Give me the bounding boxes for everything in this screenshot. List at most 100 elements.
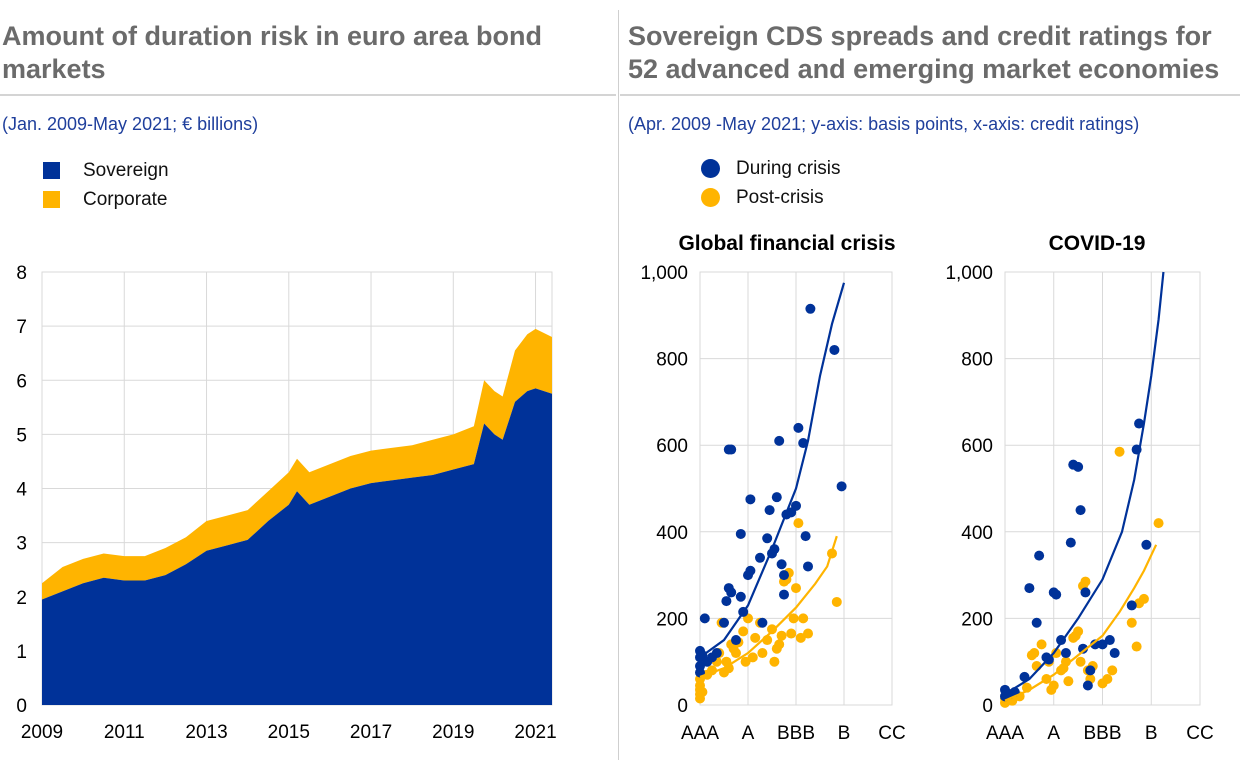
sovereign-area [42, 388, 552, 705]
y-tick-label: 8 [16, 263, 27, 284]
during-crisis-point [1090, 639, 1101, 650]
legend-item-sovereign: Sovereign [43, 156, 169, 185]
x-tick-label: 2009 [21, 722, 63, 743]
y-tick-label: 7 [16, 317, 27, 338]
panel-chart-title: Global financial crisis [678, 232, 895, 255]
left-title-rule [0, 94, 616, 96]
during-crisis-point [735, 528, 746, 539]
post-crisis-point [774, 639, 785, 650]
post-crisis-fit-line [699, 535, 838, 678]
post-crisis-point [1036, 639, 1047, 650]
post-crisis-point [1029, 648, 1040, 659]
during-crisis-point [1109, 648, 1120, 659]
during-crisis-point [1080, 587, 1091, 598]
during-crisis-point [699, 613, 710, 624]
post-crisis-point [831, 596, 842, 607]
during-crisis-point [731, 635, 741, 646]
x-tick-label: AAA [681, 723, 719, 744]
post-crisis-point [1080, 576, 1091, 587]
during-crisis-point [1031, 617, 1042, 628]
post-crisis-point [1051, 648, 1062, 659]
y-tick-label: 200 [656, 609, 688, 630]
x-tick-label: 2017 [350, 722, 392, 743]
post-crisis-point [1126, 617, 1137, 628]
during-crisis-point [829, 344, 840, 355]
y-tick-label: 800 [961, 350, 993, 371]
during-crisis-fit-line [1004, 271, 1165, 696]
x-tick-label: B [1145, 723, 1158, 744]
y-tick-label: 1,000 [945, 263, 993, 284]
right-panel-title: Sovereign CDS spreads and credit ratings… [628, 21, 1220, 84]
post-crisis-point [1048, 680, 1059, 691]
x-tick-label: A [742, 723, 755, 744]
area-legend: Sovereign Corporate [43, 156, 169, 214]
during-crisis-point [1085, 665, 1096, 676]
post-crisis-point [1075, 656, 1086, 667]
post-crisis-point [803, 628, 813, 639]
during-crisis-point [711, 648, 722, 659]
during-crisis-point [1075, 505, 1086, 516]
during-crisis-point [800, 531, 811, 542]
legend-item-during-crisis: During crisis [701, 154, 841, 183]
during-crisis-point [1126, 600, 1137, 611]
y-tick-label: 6 [16, 371, 27, 392]
during-crisis-point [757, 617, 768, 628]
panel-separator [618, 10, 619, 760]
x-tick-label: 2013 [185, 722, 227, 743]
post-crisis-point [767, 624, 777, 635]
post-crisis-point [697, 687, 708, 698]
during-crisis-point [735, 591, 746, 602]
during-crisis-point [695, 661, 705, 672]
during-crisis-fit-line [699, 282, 846, 659]
during-crisis-point [755, 552, 765, 563]
post-crisis-point [731, 648, 741, 659]
during-crisis-point [779, 570, 789, 581]
post-crisis-point [738, 626, 749, 637]
during-crisis-point [836, 481, 847, 492]
during-crisis-point [719, 617, 729, 628]
during-crisis-point [1104, 635, 1115, 646]
y-tick-label: 400 [656, 523, 688, 544]
post-crisis-point [793, 518, 804, 529]
during-crisis-point [726, 587, 737, 598]
post-crisis-point [740, 656, 751, 667]
during-crisis-point [762, 533, 773, 544]
y-tick-label: 600 [961, 436, 993, 457]
post-crisis-point [786, 628, 797, 639]
post-crisis-point [798, 613, 809, 624]
post-crisis-point [747, 652, 758, 663]
legend-label-corporate: Corporate [83, 188, 168, 210]
during-crisis-point [745, 494, 756, 505]
during-crisis-point [745, 565, 756, 576]
gfc-scatter-chart: Global financial crisis 0 200 400 600 800 1,00… [640, 232, 905, 744]
right-title-rule [620, 94, 1240, 96]
panel-chart-title: COVID-19 [1049, 232, 1146, 255]
x-tick-label: CC [878, 723, 905, 744]
post-crisis-point [791, 583, 801, 594]
during-crisis-marker [701, 159, 720, 178]
corporate-area [42, 328, 552, 600]
post-crisis-point [750, 632, 761, 643]
during-crisis-point [1051, 589, 1062, 600]
post-crisis-marker [701, 188, 720, 207]
during-crisis-point [791, 500, 801, 511]
during-crisis-point [764, 505, 775, 516]
x-tick-label: BBB [1083, 723, 1121, 744]
scatter-legend: During crisis Post-crisis [701, 154, 841, 212]
y-tick-label: 800 [656, 350, 688, 371]
during-crisis-point [721, 596, 732, 607]
x-tick-label: 2019 [432, 722, 474, 743]
during-crisis-point [1082, 680, 1093, 691]
y-tick-label: 3 [16, 534, 27, 555]
post-crisis-point [769, 656, 780, 667]
during-crisis-point [774, 435, 785, 446]
post-crisis-point [1138, 593, 1149, 604]
sovereign-swatch [43, 162, 60, 179]
x-tick-label: 2015 [268, 722, 310, 743]
during-crisis-point [805, 303, 816, 314]
y-tick-label: 5 [16, 425, 27, 446]
legend-item-post-crisis: Post-crisis [701, 183, 841, 212]
post-crisis-point [1131, 641, 1142, 652]
post-crisis-point [1107, 665, 1118, 676]
